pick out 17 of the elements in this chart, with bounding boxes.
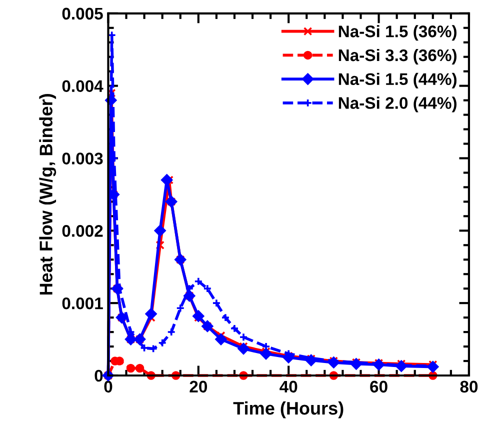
legend-label: Na-Si 2.0 (44%) [338, 96, 456, 112]
legend-label: Na-Si 3.3 (36%) [338, 48, 456, 64]
x-tick-label: 60 [370, 380, 388, 393]
x-tick-label: 0 [104, 380, 112, 393]
y-tick-label: 0 [94, 370, 103, 382]
y-axis-title: Heat Flow (W/g, Binder) [39, 94, 56, 295]
x-axis-title: Time (Hours) [233, 401, 344, 418]
y-tick-label: 0.004 [62, 80, 104, 92]
legend-label: Na-Si 1.5 (36%) [338, 25, 456, 41]
y-tick-label: 0.002 [62, 225, 103, 237]
legend-label: Na-Si 1.5 (44%) [338, 72, 456, 88]
x-tick-label: 20 [190, 380, 207, 393]
y-tick-label: 0.003 [62, 152, 103, 164]
x-tick-label: 80 [460, 380, 478, 393]
y-tick-label: 0.005 [62, 8, 103, 20]
y-tick-label: 0.001 [62, 297, 103, 310]
x-tick-label: 40 [280, 380, 298, 393]
